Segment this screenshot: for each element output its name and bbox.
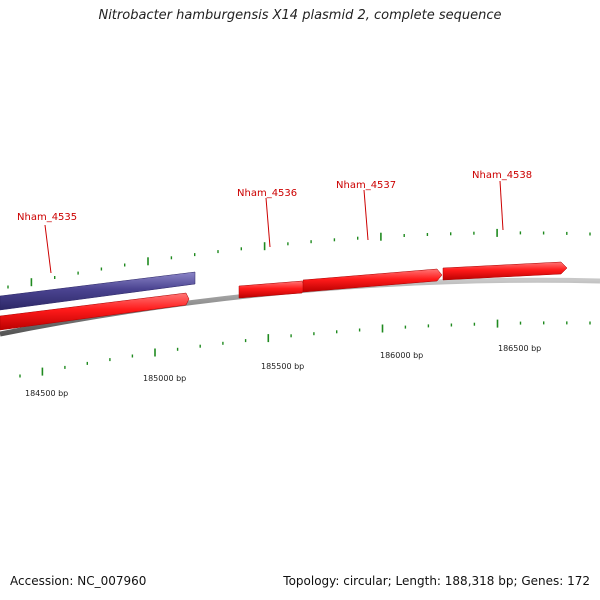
gene-label: Nham_4538 <box>472 170 532 181</box>
topology-summary: Topology: circular; Length: 188,318 bp; … <box>283 574 590 588</box>
map-title: Nitrobacter hamburgensis X14 plasmid 2, … <box>98 8 502 23</box>
scale-label: 184500 bp <box>25 389 68 398</box>
gene-label: Nham_4536 <box>237 188 297 199</box>
scale-label: 185000 bp <box>143 374 186 383</box>
gene-arrow-unlabeled <box>0 292 190 331</box>
gene-arrow-nham-4536 <box>238 280 306 299</box>
gene-label: Nham_4535 <box>17 212 77 223</box>
gene-label-group-4536: Nham_4536 <box>237 188 297 248</box>
gene-arrow-nham-4538 <box>442 261 568 281</box>
ticks-upper <box>7 228 591 289</box>
scale-label: 185500 bp <box>261 362 304 371</box>
accession-text: Accession: NC_007960 <box>10 574 147 588</box>
gene-label: Nham_4537 <box>336 180 396 191</box>
ticks-lower <box>19 319 591 378</box>
gene-label-group-4538: Nham_4538 <box>472 170 532 231</box>
gene-label-group-4535: Nham_4535 <box>17 212 77 274</box>
scale-label: 186000 bp <box>380 351 423 360</box>
gene-arrow-nham-4535 <box>0 271 196 311</box>
scale-label: 186500 bp <box>498 344 541 353</box>
gene-label-group-4537: Nham_4537 <box>336 180 396 241</box>
gene-arrow-nham-4537 <box>302 268 443 293</box>
